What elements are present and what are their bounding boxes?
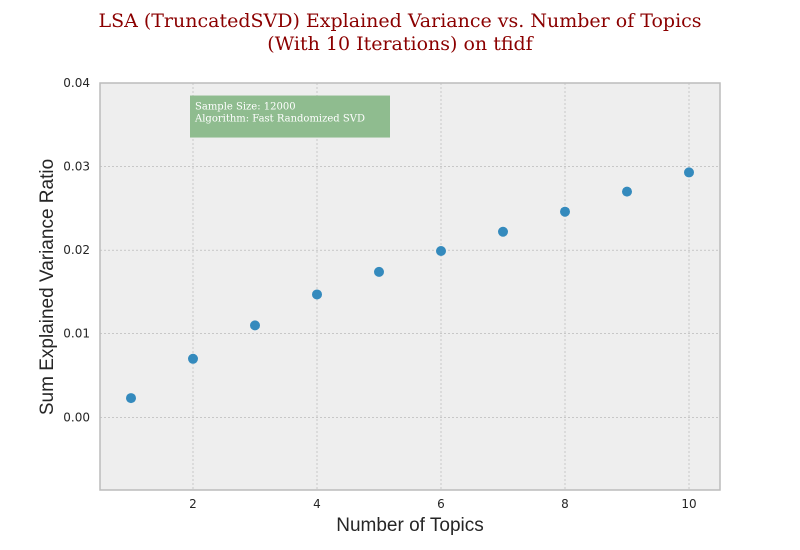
plot-area <box>100 83 720 490</box>
data-point <box>622 186 632 197</box>
data-points <box>126 167 694 404</box>
data-point <box>436 245 446 256</box>
x-tick-label: 4 <box>313 497 321 511</box>
annotation-background <box>190 95 390 138</box>
data-point <box>560 206 570 217</box>
y-tick-label: 0.03 <box>63 160 90 174</box>
chart-title-line-1: LSA (TruncatedSVD) Explained Variance vs… <box>98 10 701 32</box>
data-point <box>188 353 198 364</box>
y-tick-label: 0.02 <box>63 243 90 257</box>
annotation-algorithm: Algorithm: Fast Randomized SVD <box>194 114 365 125</box>
annotation-sample-size: Sample Size: 12000 <box>195 102 296 113</box>
y-tick-label: 0.00 <box>63 410 90 424</box>
y-axis-label: Sum Explained Variance Ratio <box>37 159 58 415</box>
y-tick-label: 0.04 <box>63 76 90 90</box>
x-tick-label: 2 <box>189 497 197 511</box>
x-tick-label: 10 <box>681 497 696 511</box>
x-tick-label: 8 <box>561 497 569 511</box>
x-tick-label: 6 <box>437 497 445 511</box>
data-point <box>498 226 508 237</box>
data-point <box>126 393 136 404</box>
plot-frame <box>99 82 721 491</box>
data-point <box>374 266 384 277</box>
annotation-box: Sample Size: 12000 Algorithm: Fast Rando… <box>190 95 390 138</box>
y-tick-label: 0.01 <box>63 327 90 341</box>
x-axis-label: Number of Topics <box>336 515 484 536</box>
data-point <box>684 167 694 178</box>
data-point <box>312 289 322 300</box>
tick-labels: 2 4 6 8 10 0.00 0.01 0.02 0.03 0.04 <box>63 76 696 511</box>
chart-title-line-2: (With 10 Iterations) on tfidf <box>267 33 534 55</box>
data-point <box>250 320 260 331</box>
